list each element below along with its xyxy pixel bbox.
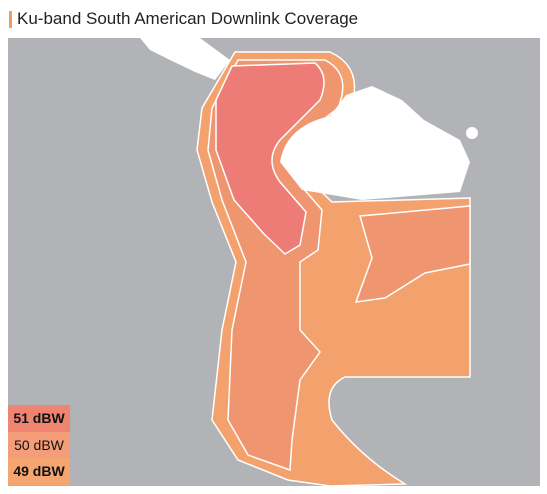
legend-item: 50 dBW [8,431,70,459]
legend-item: 49 dBW [8,458,70,486]
central-america [140,38,230,80]
legend: 51 dBW 50 dBW 49 dBW [8,405,70,486]
title-accent [9,11,12,28]
legend-item: 51 dBW [8,405,70,432]
contour-51 [215,62,325,255]
brazil-land [280,86,470,200]
island [466,127,478,139]
map-title: Ku-band South American Downlink Coverage [17,9,359,28]
coverage-map [8,38,540,486]
contour-50-east [354,205,471,303]
